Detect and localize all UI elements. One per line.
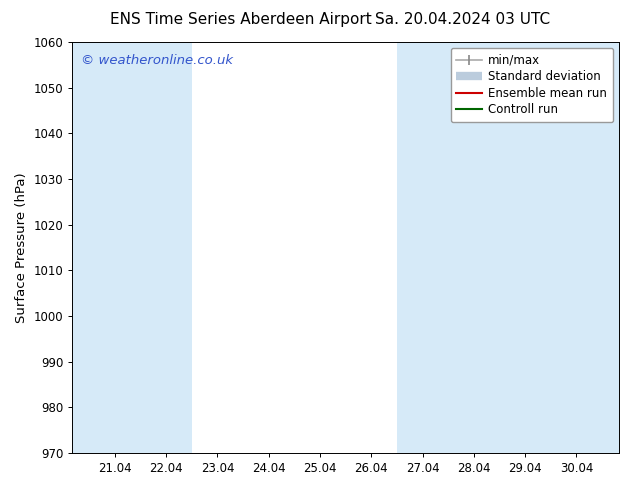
Legend: min/max, Standard deviation, Ensemble mean run, Controll run: min/max, Standard deviation, Ensemble me… [451,48,613,122]
Bar [448,42,500,453]
Text: © weatheronline.co.uk: © weatheronline.co.uk [81,54,233,68]
Bar [500,42,551,453]
Bar [72,42,141,453]
Bar [397,42,448,453]
Bar [551,42,619,453]
Text: ENS Time Series Aberdeen Airport: ENS Time Series Aberdeen Airport [110,12,372,27]
Y-axis label: Surface Pressure (hPa): Surface Pressure (hPa) [15,172,28,323]
Bar [141,42,192,453]
Text: Sa. 20.04.2024 03 UTC: Sa. 20.04.2024 03 UTC [375,12,550,27]
